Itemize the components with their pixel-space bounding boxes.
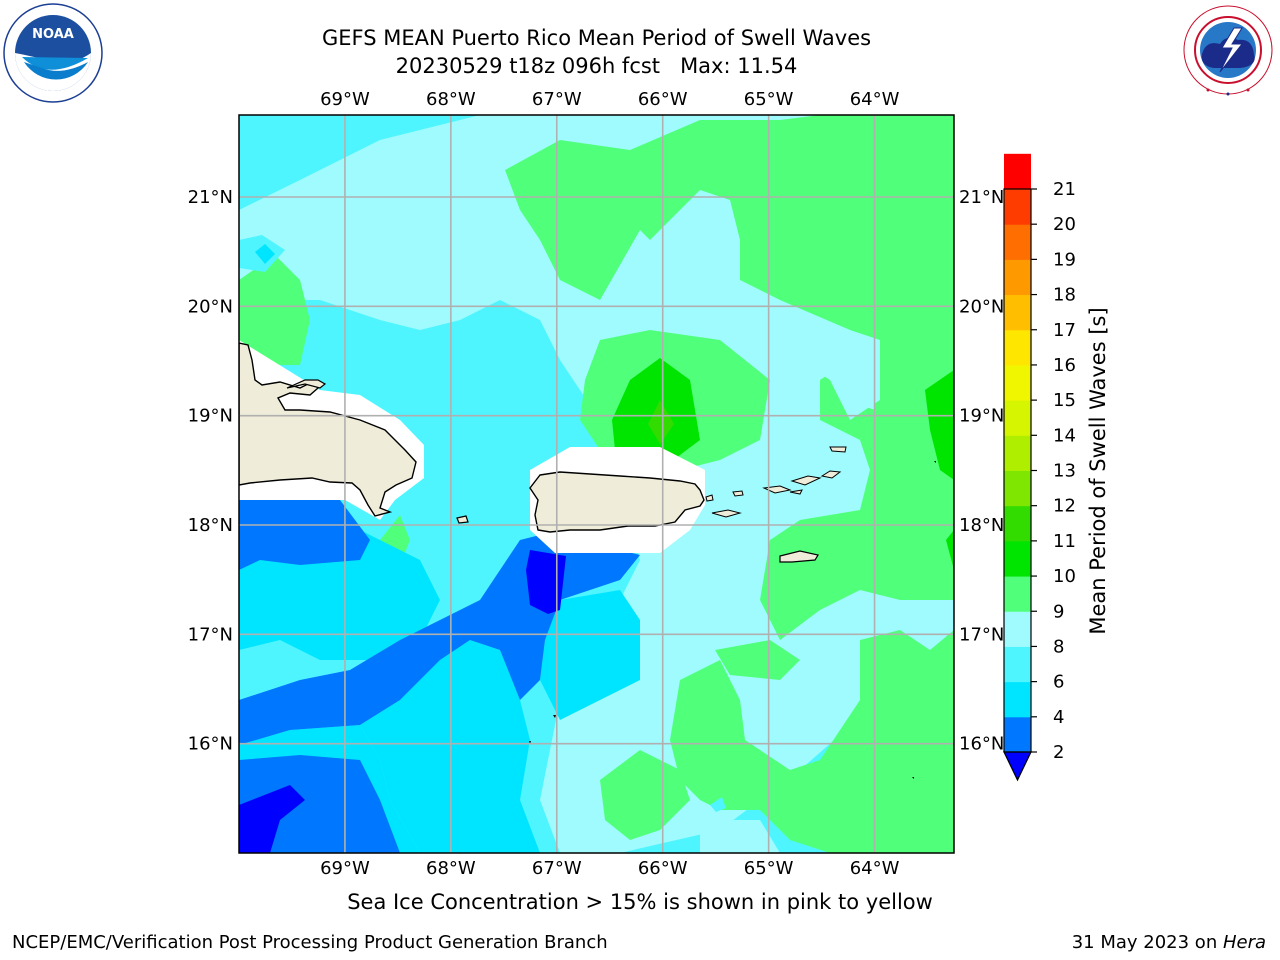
longitude-labels-bottom: 69°W 68°W 67°W 66°W 65°W 64°W <box>320 858 900 879</box>
colorbar-tick-label: 11 <box>1053 531 1076 552</box>
latitude-labels-right: 21°N 20°N 19°N 18°N 17°N 16°N <box>959 187 1004 755</box>
colorbar-swatch <box>1004 400 1031 436</box>
longitude-labels-top: 69°W 68°W 67°W 66°W 65°W 64°W <box>320 89 900 110</box>
colorbar-swatch <box>1004 716 1031 753</box>
colorbar-label: Mean Period of Swell Waves [s] <box>1086 307 1110 634</box>
colorbar-tick-label: 12 <box>1053 496 1076 517</box>
colorbar-swatch <box>1004 259 1031 296</box>
colorbar-swatch <box>1004 505 1031 542</box>
latitude-label: 16°N <box>959 734 1004 755</box>
longitude-label: 67°W <box>532 89 582 110</box>
colorbar-tick-label: 10 <box>1053 566 1076 587</box>
longitude-label: 69°W <box>320 858 370 879</box>
colorbar-swatch <box>1004 329 1031 366</box>
colorbar-tick-label: 17 <box>1053 320 1076 341</box>
sea-ice-note: Sea Ice Concentration > 15% is shown in … <box>347 890 933 914</box>
longitude-label: 68°W <box>426 89 476 110</box>
colorbar-swatch <box>1004 540 1031 577</box>
latitude-label: 18°N <box>188 515 233 536</box>
longitude-label: 68°W <box>426 858 476 879</box>
colorbar-under-arrow <box>1003 751 1032 782</box>
colorbar-swatch <box>1004 576 1031 612</box>
colorbar-tick-label: 21 <box>1053 179 1076 200</box>
latitude-labels-left: 21°N 20°N 19°N 18°N 17°N 16°N <box>188 187 233 755</box>
latitude-label: 17°N <box>959 624 1004 645</box>
map-title-line2: 20230529 t18z 096h fcst Max: 11.54 <box>395 54 798 78</box>
footer-host: Hera <box>1222 932 1266 953</box>
swell-period-field <box>239 115 954 853</box>
noaa-logo-text: NOAA <box>32 27 74 42</box>
map-title-line1: GEFS MEAN Puerto Rico Mean Period of Swe… <box>321 26 872 50</box>
latitude-label: 19°N <box>959 406 1004 427</box>
colorbar-tick-label: 20 <box>1053 214 1076 235</box>
longitude-label: 64°W <box>850 858 900 879</box>
longitude-label: 67°W <box>532 858 582 879</box>
latitude-label: 19°N <box>188 406 233 427</box>
colorbar-tick-label: 15 <box>1053 390 1076 411</box>
colorbar-tick-label: 6 <box>1053 672 1064 693</box>
longitude-label: 65°W <box>744 858 794 879</box>
footer-date-text: 31 May 2023 on <box>1071 932 1223 953</box>
latitude-label: 21°N <box>188 187 233 208</box>
latitude-label: 21°N <box>959 187 1004 208</box>
latitude-label: 16°N <box>188 734 233 755</box>
colorbar-swatch <box>1004 611 1031 647</box>
longitude-label: 66°W <box>638 858 688 879</box>
colorbar-tick-label: 8 <box>1053 636 1064 657</box>
colorbar-tick-label: 4 <box>1053 707 1064 728</box>
longitude-label: 64°W <box>850 89 900 110</box>
footer-date: 31 May 2023 on Hera <box>1072 932 1266 953</box>
colorbar-swatch <box>1004 364 1031 401</box>
colorbar-tick-label: 14 <box>1053 425 1076 446</box>
colorbar-swatch <box>1004 294 1031 331</box>
colorbar-swatch <box>1004 646 1031 683</box>
colorbar-tick-label: 9 <box>1053 601 1064 622</box>
longitude-label: 66°W <box>638 89 688 110</box>
colorbar-tick-label: 16 <box>1053 355 1076 376</box>
colorbar-swatch <box>1004 435 1031 471</box>
colorbar-tick-label: 19 <box>1053 249 1076 270</box>
colorbar-tick-label: 2 <box>1053 742 1064 763</box>
nws-logo <box>1183 5 1273 96</box>
colorbar-swatch <box>1004 189 1031 225</box>
latitude-label: 20°N <box>959 296 1004 317</box>
noaa-logo: NOAA <box>3 3 103 103</box>
colorbar-tick-label: 18 <box>1053 285 1076 306</box>
map-gridlines <box>239 115 954 853</box>
colorbar-swatch <box>1004 224 1031 260</box>
colorbar-swatch <box>1004 153 1031 190</box>
colorbar-swatch <box>1004 470 1031 507</box>
latitude-label: 18°N <box>959 515 1004 536</box>
colorbar-tick-label: 13 <box>1053 461 1076 482</box>
longitude-label: 65°W <box>744 89 794 110</box>
longitude-label: 69°W <box>320 89 370 110</box>
map-frame <box>238 114 955 854</box>
latitude-label: 17°N <box>188 624 233 645</box>
colorbar-swatch <box>1004 681 1031 718</box>
footer-branch: NCEP/EMC/Verification Post Processing Pr… <box>12 932 608 953</box>
colorbar: 2 4 6 8 9 10 11 12 13 14 15 16 17 18 19 20 21 <box>1003 153 1076 782</box>
latitude-label: 20°N <box>188 296 233 317</box>
